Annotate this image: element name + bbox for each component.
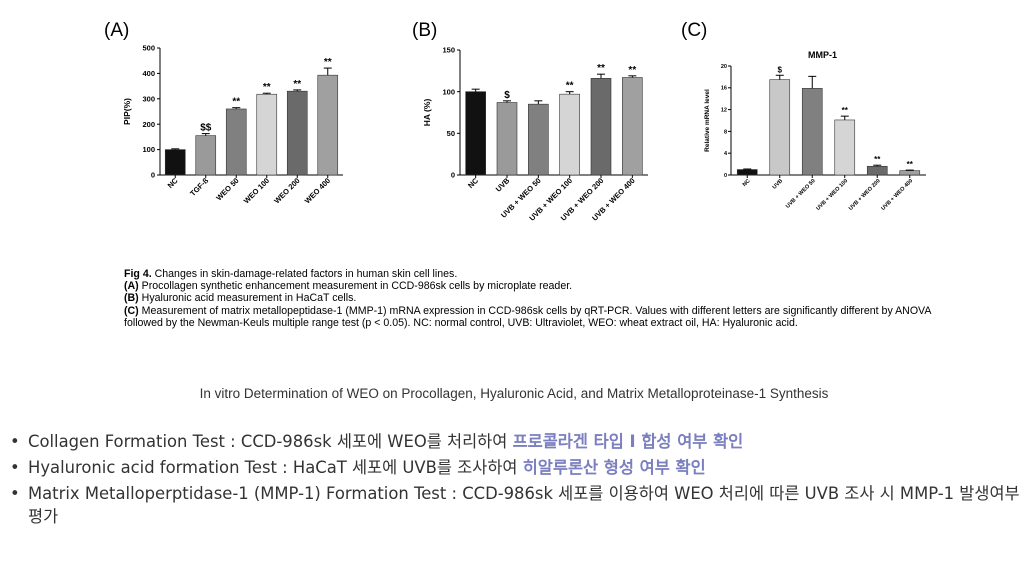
significance-label: $ xyxy=(504,90,510,101)
bullet-dot: • xyxy=(10,484,20,503)
y-tick-label: 300 xyxy=(142,94,155,103)
bar xyxy=(528,103,549,176)
caption-line-c: (C) Measurement of matrix metallopeptida… xyxy=(124,305,964,329)
bullet-dot: • xyxy=(10,432,20,451)
bullet-text: Matrix Metalloperptidase-1 (MMP-1) Forma… xyxy=(28,484,1020,526)
caption-a-label: (A) xyxy=(124,280,139,293)
y-tick-label: 16 xyxy=(721,86,727,92)
y-tick-label: 0 xyxy=(151,171,155,180)
bar xyxy=(559,93,580,176)
caption-b-text: Hyaluronic acid measurement in HaCaT cel… xyxy=(138,292,357,305)
bar xyxy=(590,78,612,176)
figure: (A) (B) (C) 0 100 200 300 400 500 PIP(%) NC $$ TG… xyxy=(0,0,1028,240)
bar xyxy=(834,119,856,176)
significance-label: ** xyxy=(566,81,574,92)
figure-caption: Fig 4. Changes in skin-damage-related fa… xyxy=(124,268,964,329)
bar xyxy=(225,108,247,176)
y-tick-label: 400 xyxy=(142,69,155,78)
y-tick-label: 8 xyxy=(724,129,727,135)
y-axis-label: HA (%) xyxy=(422,99,432,127)
figure-subtitle: In vitro Determination of WEO on Procoll… xyxy=(199,386,829,401)
bar xyxy=(801,88,823,176)
bullet-list: • Collagen Formation Test : CCD-986sk 세포에… xyxy=(6,430,1024,531)
significance-label: ** xyxy=(874,155,881,164)
bullet-dot: • xyxy=(10,458,20,477)
bar xyxy=(496,102,518,176)
x-tick-label: WEO 100 xyxy=(242,176,271,205)
bar xyxy=(164,149,186,176)
bullet-highlight: 프로콜라겐 타입 I 합성 여부 확인 xyxy=(512,432,744,451)
caption-c-label: (C) xyxy=(124,304,139,317)
y-tick-label: 50 xyxy=(447,129,455,138)
x-tick-label: UVB + WEO 100 xyxy=(815,178,849,212)
caption-fig-text: Changes in skin-damage-related factors i… xyxy=(151,268,458,280)
bar xyxy=(899,170,921,176)
y-tick-label: 100 xyxy=(142,145,155,154)
bar xyxy=(286,90,308,176)
bar xyxy=(736,169,758,176)
y-tick-label: 500 xyxy=(142,44,155,53)
x-tick-label: UVB xyxy=(494,176,512,194)
y-tick-label: 150 xyxy=(442,46,455,55)
x-tick-label: WEO 200 xyxy=(272,176,301,205)
x-tick-label: UVB + WEO 50 xyxy=(785,178,817,210)
x-tick-label: NC xyxy=(166,176,180,190)
caption-line-fig: Fig 4. Changes in skin-damage-related fa… xyxy=(124,268,964,280)
x-tick-label: UVB + WEO 200 xyxy=(848,178,882,212)
x-tick-label: WEO 400 xyxy=(303,176,332,205)
bullet-text: Hyaluronic acid formation Test : HaCaT 세… xyxy=(28,458,523,477)
y-axis-label: PIP(%) xyxy=(122,98,132,125)
x-tick-label: NC xyxy=(742,178,752,188)
bar xyxy=(317,74,339,176)
caption-line-b: (B) Hyaluronic acid measurement in HaCaT… xyxy=(124,292,964,304)
y-axis-label: Relative mRNA level xyxy=(704,89,711,152)
bar xyxy=(465,91,486,176)
caption-line-a: (A) Procollagen synthetic enhancement me… xyxy=(124,280,964,292)
bar xyxy=(195,135,217,176)
bullet-hyaluronic: • Hyaluronic acid formation Test : HaCaT … xyxy=(6,456,1024,479)
bar xyxy=(256,93,278,176)
x-tick-label: UVB xyxy=(772,178,784,190)
significance-label: $ xyxy=(778,65,783,74)
y-tick-label: 12 xyxy=(721,108,727,114)
caption-b-label: (B) xyxy=(124,292,139,305)
x-tick-label: TGF-ß xyxy=(188,176,210,198)
significance-label: $$ xyxy=(200,123,212,134)
significance-label: ** xyxy=(263,82,271,93)
y-tick-label: 0 xyxy=(724,173,727,179)
caption-a-text: Procollagen synthetic enhancement measur… xyxy=(138,280,573,293)
y-tick-label: 20 xyxy=(721,64,727,70)
y-tick-label: 100 xyxy=(442,87,455,96)
caption-fig-label: Fig 4. xyxy=(124,268,152,280)
chart-title: MMP-1 xyxy=(808,50,837,60)
significance-label: ** xyxy=(597,63,605,74)
x-tick-label: WEO 50 xyxy=(214,176,240,202)
bar xyxy=(622,77,643,176)
panel-c-label: (C) xyxy=(681,20,708,41)
significance-label: ** xyxy=(907,160,914,169)
panel-b-label: (B) xyxy=(412,20,438,41)
significance-label: ** xyxy=(628,65,636,76)
y-tick-label: 0 xyxy=(451,171,455,180)
significance-label: ** xyxy=(293,79,301,90)
panel-a-label: (A) xyxy=(104,20,130,41)
significance-label: ** xyxy=(232,97,240,108)
bullet-mmp1: • Matrix Metalloperptidase-1 (MMP-1) Form… xyxy=(6,482,1024,528)
bullet-text: Collagen Formation Test : CCD-986sk 세포에 … xyxy=(28,432,513,451)
bar xyxy=(769,79,791,176)
significance-label: ** xyxy=(842,106,849,115)
y-tick-label: 4 xyxy=(724,151,728,157)
bullet-highlight: 히알루론산 형성 여부 확인 xyxy=(522,458,706,477)
caption-c-text: Measurement of matrix metallopeptidase-1… xyxy=(124,304,931,329)
bar xyxy=(866,165,888,176)
significance-label: ** xyxy=(324,57,332,68)
bullet-collagen: • Collagen Formation Test : CCD-986sk 세포에… xyxy=(6,430,1024,453)
y-tick-label: 200 xyxy=(142,120,155,129)
x-tick-label: NC xyxy=(466,176,480,190)
x-tick-label: UVB + WEO 400 xyxy=(880,178,914,212)
